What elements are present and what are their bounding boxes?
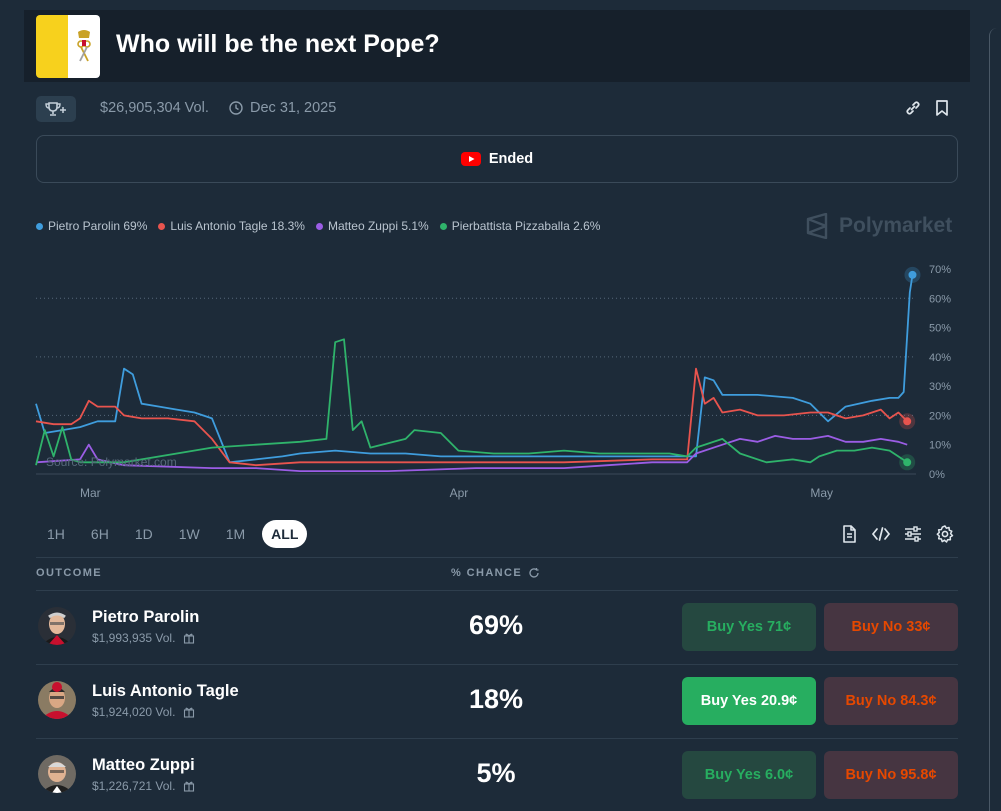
legend-dot — [315, 222, 323, 230]
range-1m[interactable]: 1M — [225, 526, 246, 542]
legend-item: Matteo Zuppi 5.1% — [315, 219, 429, 233]
y-tick-label: 10% — [929, 440, 951, 452]
divider — [36, 664, 958, 665]
legend-dot — [158, 222, 166, 230]
y-tick-label: 60% — [929, 293, 951, 305]
link-icon[interactable] — [904, 99, 922, 117]
series-line — [35, 435, 908, 472]
outcome-name: Pietro Parolin — [92, 608, 200, 626]
divider — [36, 738, 958, 739]
x-tick-label: May — [810, 486, 833, 500]
range-all[interactable]: ALL — [262, 520, 308, 548]
series-end-point — [903, 417, 912, 426]
end-date: Dec 31, 2025 — [229, 100, 336, 116]
series-line — [35, 367, 908, 467]
chance-header-text: % CHANCE — [451, 567, 523, 579]
avatar — [38, 755, 76, 793]
trophy-icon — [45, 102, 66, 116]
legend-label: Pierbattista Pizzaballa 2.6% — [451, 219, 601, 233]
sliders-icon[interactable] — [903, 524, 923, 544]
range-6h[interactable]: 6H — [90, 526, 109, 542]
youtube-icon — [460, 152, 481, 166]
status-banner: Ended — [36, 135, 958, 183]
time-range-selector: 1H 6H 1D 1W 1M ALL — [38, 520, 308, 548]
polymarket-logo-icon — [806, 213, 828, 239]
series-end-point — [908, 270, 917, 279]
legend-item: Luis Antonio Tagle 18.3% — [158, 219, 305, 233]
refresh-icon[interactable] — [528, 567, 540, 579]
avatar — [38, 681, 76, 719]
buy-yes-button[interactable]: Buy Yes 20.9¢ — [682, 677, 816, 725]
embed-code-icon[interactable] — [871, 524, 891, 544]
scrollbar[interactable] — [989, 28, 1001, 811]
outcome-chance: 5% — [476, 758, 516, 788]
table-row[interactable]: Matteo Zuppi $1,226,721 Vol. 5% Buy Yes … — [36, 738, 958, 811]
divider — [36, 557, 958, 558]
table-row[interactable]: Pietro Parolin $1,993,935 Vol. 69% Buy Y… — [36, 590, 958, 664]
buy-no-button[interactable]: Buy No 95.8¢ — [824, 751, 958, 799]
gift-icon[interactable] — [183, 706, 195, 718]
y-tick-label: 70% — [929, 264, 951, 276]
outcome-volume-text: $1,226,721 Vol. — [92, 779, 176, 793]
outcome-volume-text: $1,993,935 Vol. — [92, 631, 176, 645]
divider — [36, 590, 958, 591]
y-tick-label: 50% — [929, 323, 951, 335]
range-1h[interactable]: 1H — [47, 526, 65, 542]
market-header: Who will be the next Pope? — [24, 10, 970, 82]
vatican-flag-icon — [36, 15, 100, 78]
watermark-text: Polymarket — [839, 214, 953, 237]
outcome-chance: 69% — [468, 610, 524, 640]
buy-no-button[interactable]: Buy No 33¢ — [824, 603, 958, 651]
table-row[interactable]: Luis Antonio Tagle $1,924,020 Vol. 18% B… — [36, 664, 958, 738]
chart-legend: Pietro Parolin 69% Luis Antonio Tagle 18… — [36, 219, 600, 233]
legend-label: Matteo Zuppi 5.1% — [327, 219, 429, 233]
series-line — [35, 338, 908, 466]
legend-item: Pietro Parolin 69% — [36, 219, 147, 233]
buy-yes-button[interactable]: Buy Yes 6.0¢ — [682, 751, 816, 799]
y-tick-label: 20% — [929, 410, 951, 422]
y-tick-label: 40% — [929, 352, 951, 364]
outcome-volume-text: $1,924,020 Vol. — [92, 705, 176, 719]
buy-yes-button[interactable]: Buy Yes 71¢ — [682, 603, 816, 651]
y-tick-label: 0% — [929, 469, 945, 481]
outcome-chance: 18% — [468, 684, 524, 714]
legend-dot — [439, 222, 447, 230]
trophy-button[interactable] — [36, 96, 76, 122]
outcome-column-header: OUTCOME — [36, 567, 103, 579]
legend-item: Pierbattista Pizzaballa 2.6% — [439, 219, 601, 233]
avatar — [38, 607, 76, 645]
series-line — [35, 274, 914, 464]
chart-source: Source: Polymarket.com — [46, 455, 177, 469]
x-tick-label: Mar — [80, 486, 101, 500]
price-chart[interactable]: 70% 60% 50% 40% 30% 20% 10% 0% Mar Apr May — [0, 255, 1001, 510]
legend-label: Luis Antonio Tagle 18.3% — [170, 219, 305, 233]
range-1d[interactable]: 1D — [134, 526, 153, 542]
y-tick-label: 30% — [929, 381, 951, 393]
market-meta: $26,905,304 Vol. Dec 31, 2025 — [36, 96, 958, 122]
x-tick-label: Apr — [450, 486, 469, 500]
range-1w[interactable]: 1W — [178, 526, 200, 542]
legend-dot — [36, 222, 43, 230]
chart-tools — [839, 524, 955, 544]
outcome-volume: $1,924,020 Vol. — [92, 705, 195, 719]
outcome-name: Luis Antonio Tagle — [92, 682, 239, 700]
bookmark-icon[interactable] — [934, 99, 950, 117]
clock-icon — [229, 101, 243, 115]
settings-gear-icon[interactable] — [935, 524, 955, 544]
legend-label: Pietro Parolin 69% — [48, 219, 148, 233]
gift-icon[interactable] — [183, 632, 195, 644]
buy-no-button[interactable]: Buy No 84.3¢ — [824, 677, 958, 725]
status-text: Ended — [488, 151, 534, 167]
page-title: Who will be the next Pope? — [116, 30, 440, 58]
document-icon[interactable] — [839, 524, 859, 544]
series-end-point — [903, 458, 912, 467]
outcome-volume: $1,993,935 Vol. — [92, 631, 195, 645]
total-volume: $26,905,304 Vol. — [100, 100, 209, 116]
polymarket-watermark: Polymarket — [806, 213, 952, 239]
end-date-text: Dec 31, 2025 — [250, 100, 337, 116]
outcome-volume: $1,226,721 Vol. — [92, 779, 195, 793]
chance-column-header: % CHANCE — [451, 567, 540, 579]
outcome-name: Matteo Zuppi — [92, 756, 195, 774]
gift-icon[interactable] — [183, 780, 195, 792]
